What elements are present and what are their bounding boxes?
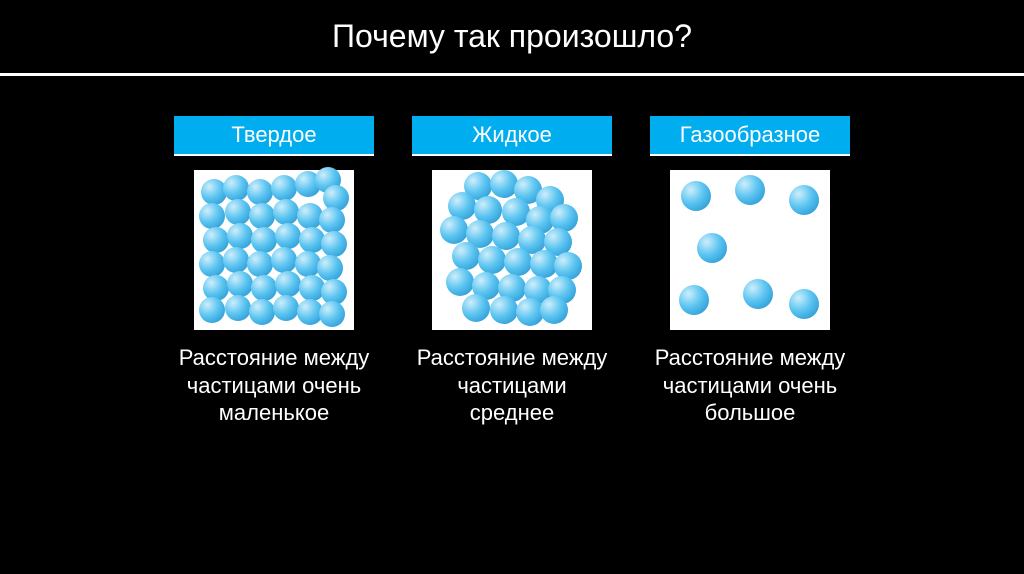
particle [319, 207, 345, 233]
slide: Почему так произошло? Твердое Расстояние … [0, 0, 1024, 574]
particle [199, 251, 225, 277]
particle [275, 271, 301, 297]
particle [452, 242, 480, 270]
particle [247, 251, 273, 277]
card-divider [412, 154, 612, 156]
state-card-0: Твердое Расстояние между частицами очень … [174, 116, 374, 431]
title-underline [0, 73, 1024, 76]
particle [679, 285, 709, 315]
particle [446, 268, 474, 296]
card-caption: Расстояние между частицами среднее [412, 340, 612, 431]
particle [275, 223, 301, 249]
particle [697, 233, 727, 263]
particle [251, 227, 277, 253]
particle [271, 175, 297, 201]
particle [199, 297, 225, 323]
particle [225, 295, 251, 321]
cards-row: Твердое Расстояние между частицами очень … [0, 116, 1024, 431]
particle [227, 223, 253, 249]
particle [490, 296, 518, 324]
card-divider [174, 154, 374, 156]
particle [462, 294, 490, 322]
particle [227, 271, 253, 297]
particle [789, 185, 819, 215]
particle [249, 203, 275, 229]
particle [249, 299, 275, 325]
state-card-1: Жидкое Расстояние между частицами среднее [412, 116, 612, 431]
card-caption: Расстояние между частицами очень большое [650, 340, 850, 431]
card-header: Жидкое [412, 116, 612, 154]
particle [247, 179, 273, 205]
card-caption: Расстояние между частицами очень маленьк… [174, 340, 374, 431]
particle [199, 203, 225, 229]
particle [273, 199, 299, 225]
card-header: Газообразное [650, 116, 850, 154]
particle [317, 255, 343, 281]
particle [321, 231, 347, 257]
card-header: Твердое [174, 116, 374, 154]
particle [504, 248, 532, 276]
particle [540, 296, 568, 324]
particle [223, 175, 249, 201]
particle [225, 199, 251, 225]
state-card-2: Газообразное Расстояние между частицами о… [650, 116, 850, 431]
particle [203, 227, 229, 253]
card-divider [650, 154, 850, 156]
particle [319, 301, 345, 327]
particle [743, 279, 773, 309]
particle [681, 181, 711, 211]
particle [273, 295, 299, 321]
particle [440, 216, 468, 244]
particle-diagram [670, 170, 830, 330]
particle-diagram [432, 170, 592, 330]
particle [478, 246, 506, 274]
particle [251, 275, 277, 301]
particle [271, 247, 297, 273]
particle-diagram [194, 170, 354, 330]
particle [735, 175, 765, 205]
particle [223, 247, 249, 273]
page-title: Почему так произошло? [0, 0, 1024, 55]
particle [789, 289, 819, 319]
